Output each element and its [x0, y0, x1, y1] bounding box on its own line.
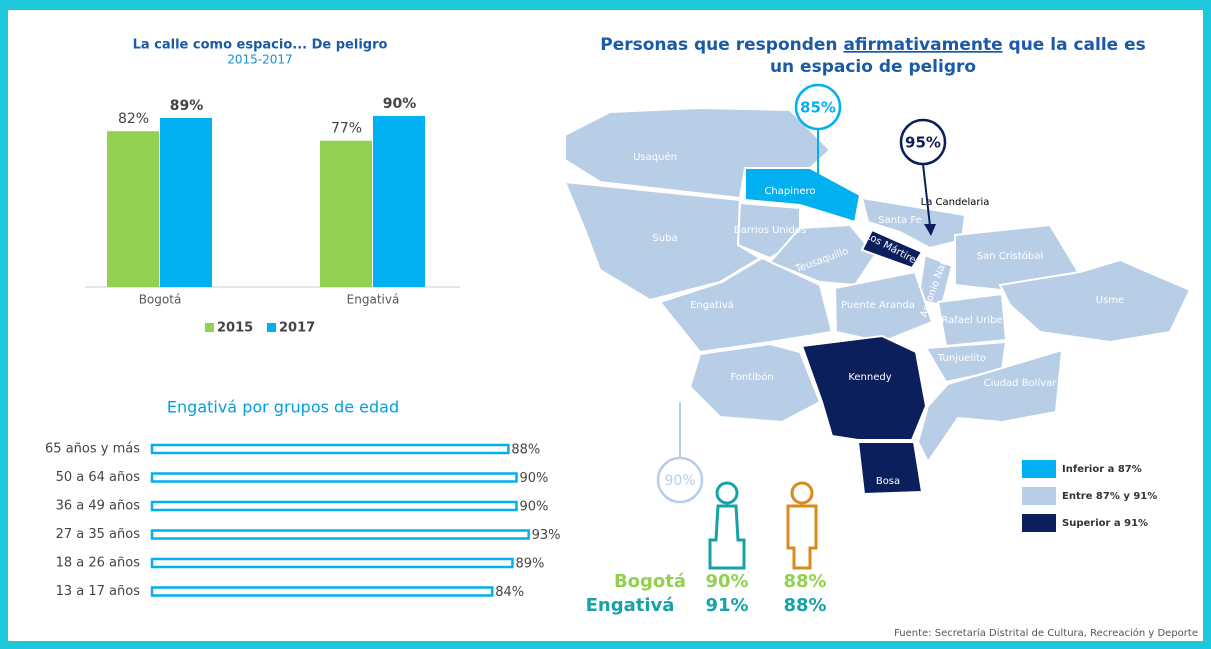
legend-swatch	[267, 323, 276, 332]
map: Personas que responden afirmativamente q…	[563, 35, 1192, 532]
legend-label: Inferior a 87%	[1062, 464, 1142, 475]
locality-label: Chapinero	[764, 186, 815, 197]
callout	[656, 456, 704, 504]
bar	[107, 131, 159, 287]
value-label: 90%	[520, 500, 549, 515]
x-tick-label: Bogotá	[139, 293, 182, 307]
bar	[160, 117, 212, 288]
bar	[150, 557, 514, 569]
row-value: 88%	[783, 571, 826, 592]
y-tick-label: 50 a 64 años	[56, 470, 141, 485]
y-tick-label: 13 a 17 años	[56, 584, 141, 599]
bar	[150, 500, 518, 512]
locality-label: Ciudad Bolívar	[984, 377, 1058, 389]
male-icon	[786, 481, 818, 570]
bar	[150, 472, 518, 483]
legend-swatch	[1022, 487, 1056, 505]
row-label: Engativá	[586, 595, 675, 616]
value-label: 82%	[118, 111, 149, 127]
callout	[794, 83, 842, 131]
bar	[150, 586, 494, 597]
title-part: Personas que responden	[600, 35, 843, 55]
gender-stats: Bogotá 90% 88% Engativá 91% 88%	[586, 481, 827, 616]
locality-label: Puente Aranda	[841, 300, 915, 311]
title-emphasis: afirmativamente	[843, 35, 1002, 55]
region	[833, 270, 934, 344]
locality-label: Barrios Unidos	[734, 225, 806, 236]
locality-label: Suba	[652, 233, 677, 244]
callout-label: 90%	[664, 473, 695, 489]
callout	[899, 118, 947, 166]
legend-label: 2017	[279, 321, 315, 336]
value-label: 84%	[495, 585, 524, 600]
callout-label: 85%	[800, 99, 836, 117]
region	[998, 258, 1192, 344]
locality-label: San Cristóbal	[977, 250, 1043, 262]
bar	[150, 529, 530, 540]
row-value: 90%	[705, 571, 748, 592]
locality-label: Usme	[1096, 295, 1124, 306]
value-label: 88%	[511, 443, 540, 458]
locality-label: Kennedy	[848, 372, 891, 383]
value-label: 89%	[170, 98, 204, 114]
locality-label: Engativá	[690, 299, 734, 311]
locality-label: Rafael Uribe	[941, 315, 1002, 326]
chart-title: Engativá por grupos de edad	[167, 398, 399, 417]
y-tick-label: 27 a 35 años	[56, 527, 141, 542]
bar-chart: La calle como espacio... De peligro 2015…	[85, 38, 460, 336]
source: Fuente: Secretaría Distrital de Cultura,…	[894, 627, 1198, 639]
region	[916, 348, 1064, 464]
bar	[150, 443, 510, 455]
chart-subtitle: 2015-2017	[227, 53, 292, 67]
y-tick-label: 36 a 49 años	[56, 499, 141, 514]
region	[856, 441, 924, 496]
value-label: 89%	[515, 557, 544, 572]
callout-line	[922, 163, 931, 227]
value-label: 90%	[383, 96, 417, 112]
region	[860, 228, 924, 270]
region	[658, 256, 834, 354]
chart-title: La calle como espacio... De peligro	[133, 38, 388, 53]
y-tick-label: 65 años y más	[45, 442, 140, 457]
value-label: 90%	[520, 471, 549, 486]
female-icon	[708, 481, 746, 570]
x-tick-label: Engativá	[347, 293, 400, 307]
legend-label: 2015	[217, 321, 253, 336]
region	[744, 167, 862, 224]
legend-label: Superior a 91%	[1062, 518, 1148, 529]
legend-label: Entre 87% y 91%	[1062, 491, 1157, 502]
bar	[320, 140, 372, 287]
locality-label: Usaquén	[633, 151, 677, 163]
value-label: 93%	[532, 528, 561, 543]
y-tick-label: 18 a 26 años	[56, 556, 141, 571]
region	[688, 342, 822, 424]
locality-label: Tunjuelito	[937, 353, 986, 364]
legend-swatch	[1022, 514, 1056, 532]
locality-label: Bosa	[876, 476, 900, 487]
map-title: Personas que responden afirmativamente q…	[600, 35, 1146, 55]
hbar-chart: Engativá por grupos de edad 65 años y má…	[45, 398, 561, 601]
row-label: Bogotá	[614, 571, 686, 592]
legend-swatch	[1022, 460, 1056, 478]
row-value: 91%	[705, 595, 748, 616]
callout-label: 95%	[905, 134, 941, 152]
region	[860, 196, 967, 250]
value-label: 77%	[331, 121, 362, 137]
region	[936, 292, 1008, 348]
map-title: un espacio de peligro	[770, 57, 976, 77]
locality-label: La Candelaria	[921, 197, 990, 208]
arrowhead	[924, 224, 936, 236]
title-part: que la calle es	[1003, 35, 1146, 55]
legend-swatch	[205, 323, 214, 332]
bar	[373, 116, 425, 287]
locality-label: Santa Fe	[878, 215, 921, 226]
row-value: 88%	[783, 595, 826, 616]
region	[800, 334, 928, 441]
locality-label: Fontibón	[730, 371, 773, 383]
